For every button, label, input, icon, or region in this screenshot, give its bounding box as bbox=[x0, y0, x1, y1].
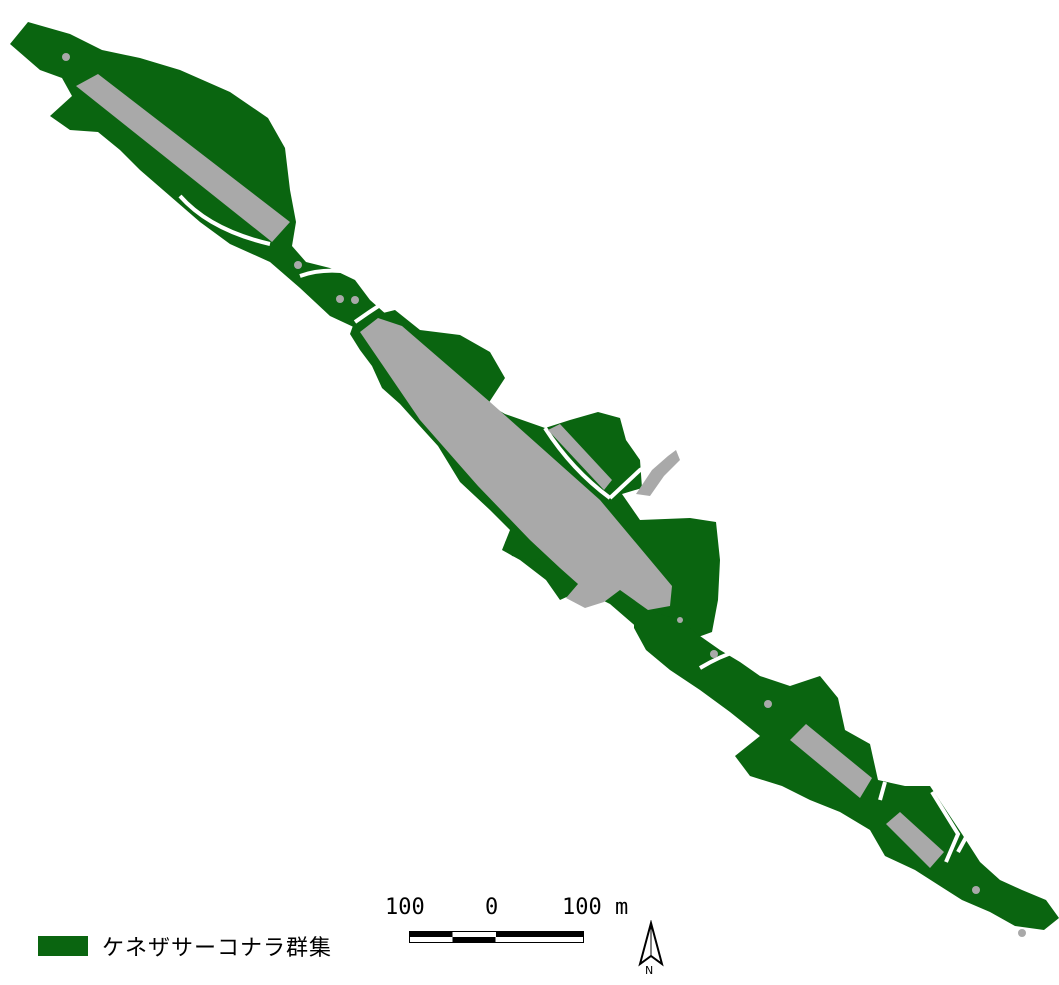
gray-dot bbox=[336, 295, 344, 303]
scale-label-center: 0 bbox=[485, 895, 499, 920]
gray-dot bbox=[1018, 929, 1026, 937]
gray-dot bbox=[294, 261, 302, 269]
legend-label: ケネザサーコナラ群集 bbox=[102, 936, 333, 961]
gray-dot bbox=[710, 650, 718, 658]
developed-area bbox=[62, 53, 1026, 937]
gray-road-spur bbox=[548, 424, 612, 490]
gray-strip-center bbox=[360, 318, 672, 610]
road-gaps bbox=[178, 194, 972, 863]
road-gap-4 bbox=[543, 426, 612, 500]
gray-dot bbox=[972, 886, 980, 894]
road-gap-5 bbox=[608, 450, 673, 500]
road-gap-3 bbox=[698, 648, 741, 670]
scale-label-right: 100 m bbox=[562, 895, 629, 920]
gray-dot bbox=[677, 617, 683, 623]
gray-strip-south-1 bbox=[790, 724, 872, 798]
road-gap-1 bbox=[299, 268, 351, 278]
scale-bar: 100 0 100 m bbox=[385, 895, 635, 955]
gray-branch-ne bbox=[636, 450, 680, 496]
road-gap-6 bbox=[956, 829, 972, 853]
gray-dot bbox=[764, 700, 772, 708]
gray-strip-south-2 bbox=[886, 812, 944, 868]
road-gap-2 bbox=[353, 298, 390, 324]
scale-bar-graphic bbox=[409, 931, 584, 943]
road-gap-7 bbox=[878, 781, 887, 801]
north-arrow: N bbox=[634, 919, 668, 981]
north-label: N bbox=[645, 964, 654, 977]
legend: ケネザサーコナラ群集 bbox=[38, 930, 332, 962]
north-arrow-icon bbox=[638, 919, 664, 967]
legend-swatch bbox=[38, 936, 88, 956]
road-gap-9 bbox=[178, 194, 271, 246]
gray-strip-nw bbox=[76, 74, 290, 242]
gray-dot bbox=[351, 296, 359, 304]
scale-label-left: 100 bbox=[385, 895, 425, 920]
gray-dot bbox=[62, 53, 70, 61]
road-gap-8 bbox=[930, 790, 961, 863]
